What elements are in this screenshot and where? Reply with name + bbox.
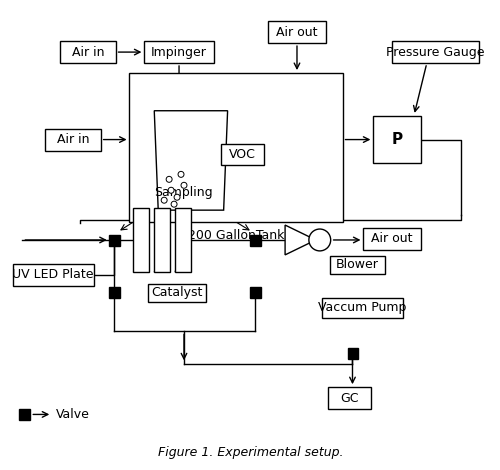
Circle shape [178,172,184,177]
Text: Figure 1. Experimental setup.: Figure 1. Experimental setup. [158,446,343,459]
Bar [144,41,214,63]
Circle shape [174,194,180,200]
Polygon shape [285,225,316,255]
Text: Impinger: Impinger [151,46,207,59]
Text: Air out: Air out [276,26,318,39]
Bar [268,21,326,43]
Bar [364,228,421,250]
Bar [148,284,206,302]
Text: VOC: VOC [229,148,256,161]
Text: Vaccum Pump: Vaccum Pump [318,301,406,314]
Text: GC: GC [340,392,359,405]
Text: Air out: Air out [372,233,413,245]
Circle shape [161,197,167,203]
Bar [175,208,191,272]
Text: 200 GallonTank: 200 GallonTank [188,229,284,243]
Text: Air in: Air in [72,46,104,59]
Bar [348,348,358,359]
Text: Catalyst: Catalyst [152,286,202,299]
Circle shape [309,229,330,251]
Text: Pressure Gauge: Pressure Gauge [386,46,485,59]
Text: Sampling: Sampling [154,186,212,199]
Circle shape [168,187,174,193]
Text: Valve: Valve [56,408,90,421]
Text: Blower: Blower [336,258,379,271]
Circle shape [378,120,417,159]
Bar [154,208,170,272]
Bar [322,298,403,318]
Circle shape [166,176,172,182]
Text: Air in: Air in [56,133,89,146]
Bar [108,287,120,298]
Bar [45,129,100,150]
Circle shape [171,201,177,207]
Bar [392,41,480,63]
Text: P: P [392,132,402,147]
Bar [12,264,94,286]
Bar [134,208,150,272]
Bar [220,143,264,165]
Bar [108,235,120,246]
Bar [374,116,421,164]
Bar [330,256,385,274]
Circle shape [181,182,187,188]
Bar [250,287,262,298]
Bar [20,409,30,420]
Text: UV LED Plate: UV LED Plate [12,268,94,281]
Bar [130,73,342,222]
Bar [328,387,372,409]
Bar [250,235,262,246]
Polygon shape [154,111,228,210]
Bar [60,41,116,63]
